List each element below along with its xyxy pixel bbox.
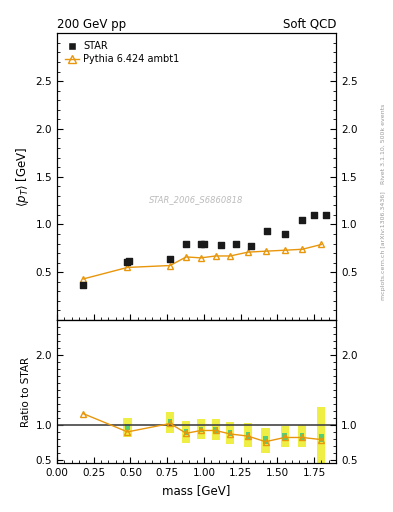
Bar	[319, 434, 323, 442]
Point	[124, 258, 130, 266]
Bar	[281, 425, 288, 447]
Point	[264, 227, 270, 235]
Point	[80, 281, 86, 289]
Bar	[184, 429, 188, 435]
Bar	[317, 408, 325, 467]
Point	[248, 242, 254, 250]
Point	[323, 211, 329, 219]
Point	[167, 255, 173, 263]
Bar	[283, 433, 287, 440]
Point	[201, 240, 207, 248]
Bar	[228, 431, 233, 436]
Bar	[263, 436, 268, 444]
Point	[198, 240, 204, 248]
Point	[183, 240, 189, 248]
Bar	[166, 412, 174, 433]
Point	[219, 241, 225, 249]
Point	[126, 257, 132, 265]
Bar	[211, 419, 220, 440]
Point	[311, 211, 317, 219]
Bar	[244, 423, 252, 447]
Point	[281, 230, 288, 238]
Bar	[213, 427, 218, 433]
Text: STAR_2006_S6860818: STAR_2006_S6860818	[149, 195, 244, 204]
Bar	[125, 424, 130, 430]
Text: Soft QCD: Soft QCD	[283, 18, 336, 31]
Point	[299, 216, 305, 224]
Bar	[182, 421, 190, 443]
Bar	[197, 419, 205, 439]
Bar	[199, 427, 203, 432]
Text: mcplots.cern.ch [arXiv:1306.3436]: mcplots.cern.ch [arXiv:1306.3436]	[381, 191, 386, 300]
Bar	[226, 422, 234, 444]
Y-axis label: $\langle p_T \rangle$ [GeV]: $\langle p_T \rangle$ [GeV]	[14, 146, 31, 207]
Bar	[300, 433, 305, 440]
Bar	[298, 425, 306, 447]
Y-axis label: Ratio to STAR: Ratio to STAR	[22, 357, 31, 426]
Bar	[261, 428, 270, 453]
Point	[233, 240, 239, 248]
Bar	[246, 432, 250, 439]
X-axis label: mass [GeV]: mass [GeV]	[162, 484, 231, 497]
Text: Rivet 3.1.10, 500k events: Rivet 3.1.10, 500k events	[381, 103, 386, 183]
Legend: STAR, Pythia 6.424 ambt1: STAR, Pythia 6.424 ambt1	[62, 38, 182, 67]
Bar	[168, 419, 172, 427]
Bar	[123, 418, 132, 437]
Text: 200 GeV pp: 200 GeV pp	[57, 18, 126, 31]
